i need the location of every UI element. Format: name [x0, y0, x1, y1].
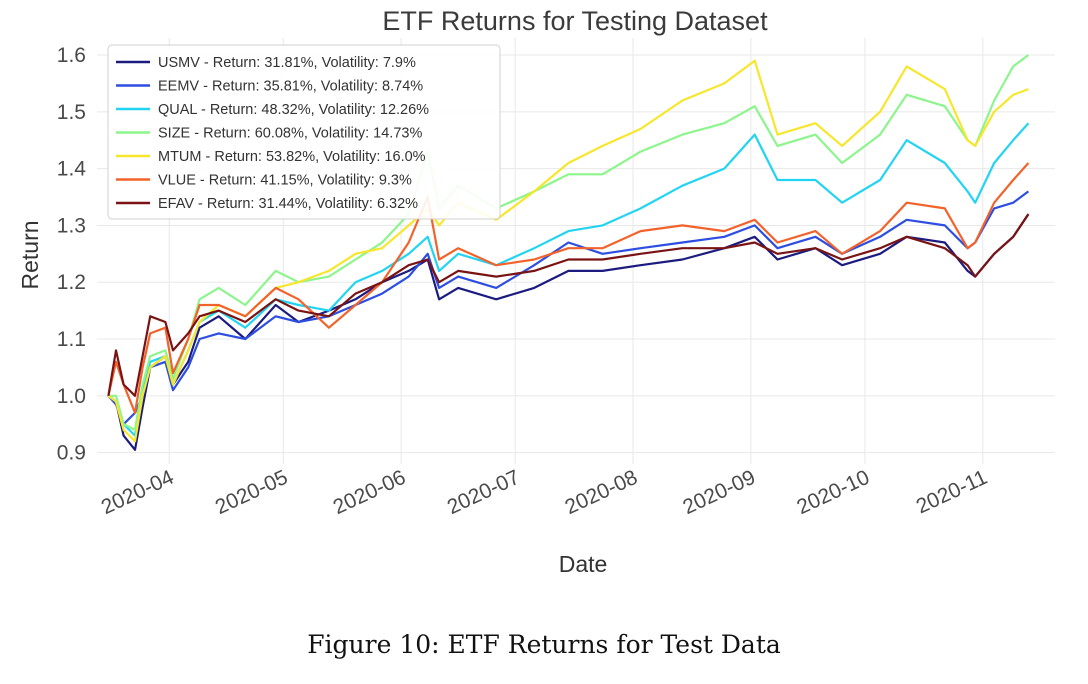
legend-entry: EEMV - Return: 35.81%, Volatility: 8.74% [158, 79, 423, 95]
x-tick-label: 2020-04 [98, 466, 178, 520]
chart-title: ETF Returns for Testing Dataset [382, 6, 768, 36]
etf-returns-chart: ETF Returns for Testing Dataset 0.9 1.0 1.… [17, 6, 1055, 577]
y-tick-label: 1.2 [57, 271, 86, 294]
legend-box [107, 44, 501, 220]
legend: USMV - Return: 31.81%, Volatility: 7.9% E… [107, 44, 501, 220]
series-line-efav [107, 213, 1030, 397]
x-tick-label: 2020-07 [444, 466, 524, 519]
legend-entry: MTUM - Return: 53.82%, Volatility: 16.0% [158, 149, 426, 165]
series-line-eemv [107, 190, 1030, 426]
figure-caption: Figure 10: ETF Returns for Test Data [307, 630, 781, 659]
y-tick-label: 1.5 [57, 101, 86, 124]
y-tick-label: 1.0 [57, 385, 86, 408]
legend-entry: EFAV - Return: 31.44%, Volatility: 6.32% [158, 196, 418, 212]
x-tick-label: 2020-06 [330, 466, 410, 519]
x-tick-label: 2020-09 [679, 466, 759, 519]
legend-entry: USMV - Return: 31.81%, Volatility: 7.9% [158, 55, 416, 71]
legend-entry: VLUE - Return: 41.15%, Volatility: 9.3% [158, 173, 412, 189]
y-tick-label: 1.1 [57, 328, 86, 351]
y-axis-label: Return [17, 220, 43, 289]
series-lines [107, 54, 1030, 451]
x-tick-label: 2020-10 [793, 466, 873, 519]
series-line-vlue [107, 162, 1030, 414]
x-axis-label: Date [559, 551, 608, 577]
y-tick-labels: 0.9 1.0 1.1 1.2 1.3 1.4 1.5 1.6 [57, 44, 87, 465]
y-tick-label: 1.4 [57, 158, 87, 181]
legend-entry: SIZE - Return: 60.08%, Volatility: 14.73… [158, 126, 422, 142]
y-tick-label: 1.6 [57, 44, 86, 67]
x-tick-label: 2020-08 [562, 466, 642, 519]
y-tick-label: 1.3 [57, 214, 86, 237]
x-tick-label: 2020-05 [212, 466, 292, 519]
x-tick-labels: 2020-04 2020-05 2020-06 2020-07 2020-08 2020-… [98, 466, 991, 520]
y-tick-label: 0.9 [57, 442, 86, 465]
legend-entry: QUAL - Return: 48.32%, Volatility: 12.26… [158, 102, 429, 118]
x-tick-label: 2020-11 [913, 466, 991, 519]
